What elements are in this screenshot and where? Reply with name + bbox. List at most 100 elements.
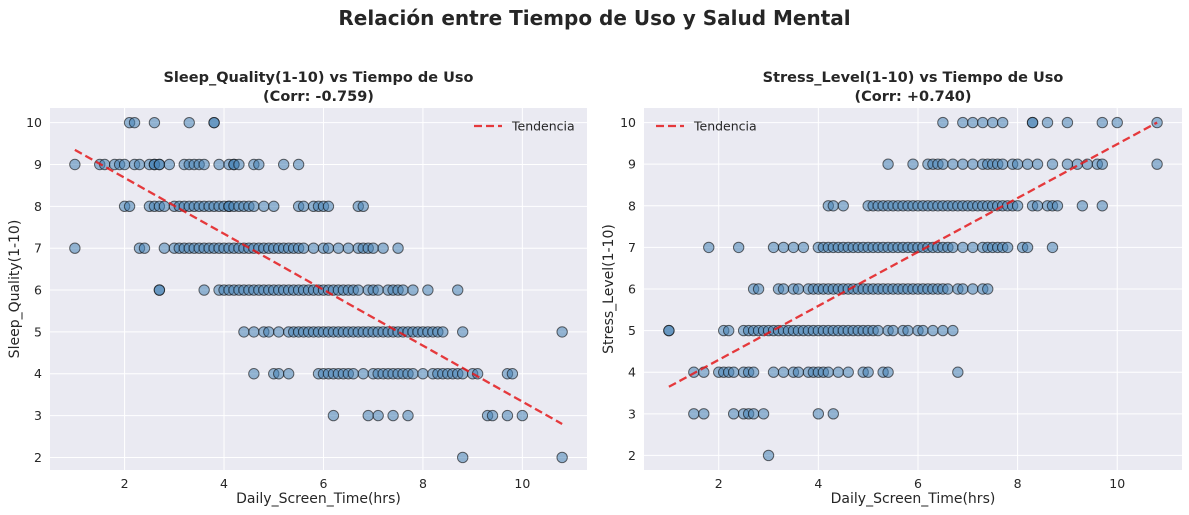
data-point <box>501 409 514 422</box>
data-point <box>957 283 969 295</box>
data-point <box>797 241 810 254</box>
legend-label: Tendencia <box>693 119 757 134</box>
data-point <box>982 283 994 295</box>
data-point <box>947 158 959 170</box>
data-point <box>777 366 790 378</box>
x-tick-label: 4 <box>220 476 228 491</box>
scatter-points <box>663 116 1163 462</box>
legend: Tendencia <box>474 119 575 134</box>
y-tick-label: 10 <box>620 115 636 130</box>
data-point <box>1041 116 1054 129</box>
data-point <box>456 451 469 464</box>
data-point <box>153 284 166 296</box>
data-point <box>957 116 969 129</box>
x-tick-label: 10 <box>514 476 530 491</box>
data-point <box>372 409 384 422</box>
y-tick-label: 3 <box>628 406 636 421</box>
data-point <box>752 283 765 295</box>
y-tick-label: 10 <box>26 115 42 130</box>
data-point <box>927 324 939 337</box>
chart-correlation: (Corr: -0.759) <box>263 89 374 105</box>
data-point <box>822 366 835 378</box>
data-point <box>123 200 136 213</box>
data-point <box>402 409 414 422</box>
data-point <box>1096 116 1108 129</box>
data-point <box>747 366 760 378</box>
data-point <box>722 324 735 337</box>
data-point <box>762 449 775 462</box>
data-point <box>377 242 389 254</box>
data-point <box>727 366 740 378</box>
data-point <box>688 408 700 420</box>
data-point <box>937 116 949 129</box>
data-point <box>767 366 780 378</box>
data-point <box>233 158 245 171</box>
data-point <box>917 324 929 337</box>
data-point <box>837 200 849 212</box>
data-point <box>1051 200 1064 212</box>
data-point <box>792 366 805 378</box>
data-point <box>1021 158 1034 170</box>
data-point <box>248 368 260 380</box>
data-point <box>1021 241 1034 254</box>
data-point <box>292 158 305 171</box>
data-point <box>1046 158 1059 170</box>
y-tick-label: 3 <box>34 408 42 423</box>
data-point <box>767 241 780 254</box>
legend-label: Tendencia <box>511 119 575 134</box>
y-tick-label: 9 <box>628 157 636 172</box>
x-tick-label: 10 <box>1109 476 1125 491</box>
data-point <box>486 409 499 422</box>
data-point <box>747 408 760 420</box>
data-point <box>69 158 81 171</box>
data-point <box>812 408 825 420</box>
y-tick-label: 2 <box>628 448 636 463</box>
data-point <box>1046 241 1059 254</box>
y-tick-label: 8 <box>34 199 42 214</box>
data-point <box>357 200 369 213</box>
data-point <box>732 241 745 254</box>
data-point <box>663 324 675 337</box>
data-point <box>516 409 529 422</box>
data-point <box>198 158 210 171</box>
data-point <box>977 116 989 129</box>
x-tick-label: 8 <box>419 476 427 491</box>
x-tick-label: 6 <box>319 476 327 491</box>
data-point <box>1151 158 1163 170</box>
data-point <box>703 241 715 254</box>
data-point <box>842 366 854 378</box>
chart-title: Sleep_Quality(1-10) vs Tiempo de Uso <box>163 70 473 86</box>
data-point <box>967 158 979 170</box>
data-point <box>698 408 710 420</box>
data-point <box>792 283 805 295</box>
y-tick-label: 5 <box>628 323 636 338</box>
data-point <box>327 409 340 422</box>
data-point <box>282 368 295 380</box>
data-point <box>996 116 1009 129</box>
data-point <box>757 408 770 420</box>
data-point <box>937 158 949 170</box>
y-tick-label: 7 <box>628 240 636 255</box>
data-point <box>957 158 969 170</box>
data-point <box>1096 200 1108 212</box>
data-point <box>1151 116 1163 129</box>
data-point <box>422 284 434 296</box>
data-point <box>1111 116 1123 129</box>
data-point <box>1011 200 1024 212</box>
data-point <box>937 324 949 337</box>
data-point <box>882 366 894 378</box>
chart-correlation: (Corr: +0.740) <box>854 89 971 105</box>
scatter-points <box>69 116 568 464</box>
x-axis-label: Daily_Screen_Time(hrs) <box>831 491 996 507</box>
figure-suptitle: Relación entre Tiempo de Uso y Salud Men… <box>338 6 851 30</box>
x-tick-label: 4 <box>814 476 822 491</box>
data-point <box>957 241 969 254</box>
data-point <box>138 242 151 254</box>
data-point <box>437 326 449 338</box>
y-tick-label: 2 <box>34 450 42 465</box>
data-point <box>407 284 419 296</box>
data-point <box>198 284 210 296</box>
data-point <box>942 283 954 295</box>
legend: Tendencia <box>656 119 757 134</box>
